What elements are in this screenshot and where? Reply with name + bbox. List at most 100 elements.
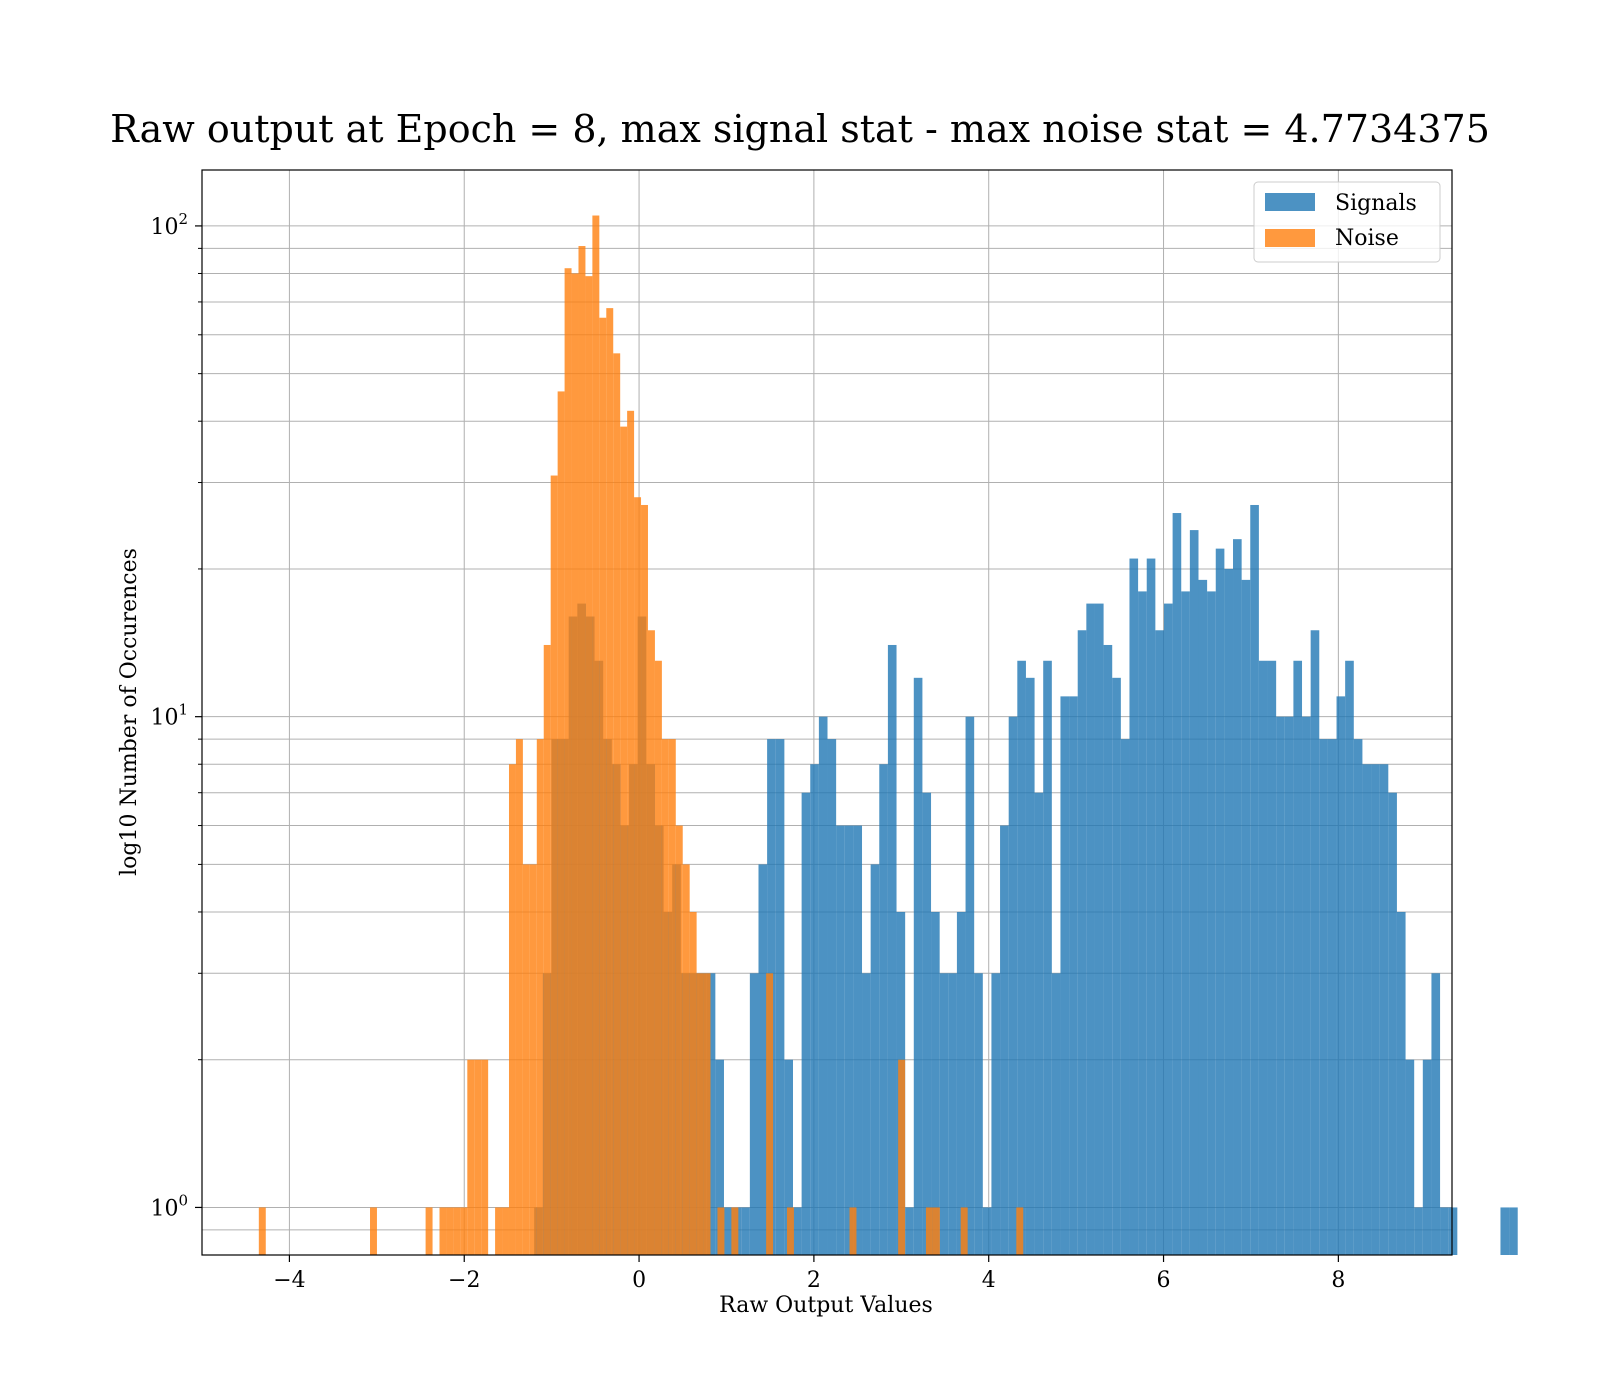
signals-bar: [905, 1207, 914, 1255]
signals-bar: [862, 973, 871, 1255]
signals-bar: [922, 792, 932, 1255]
noise-bar: [467, 1059, 475, 1255]
noise-bar: [585, 276, 593, 1255]
chart-title: Raw output at Epoch = 8, max signal stat…: [110, 107, 1490, 151]
x-tick-label: −4: [273, 1268, 305, 1293]
y-tick-label: 102: [150, 210, 188, 240]
x-tick-label: 0: [632, 1268, 646, 1293]
signals-bar: [1353, 739, 1363, 1255]
noise-bar: [682, 864, 690, 1255]
noise-bar: [557, 391, 565, 1255]
noise-bar: [550, 475, 558, 1255]
signals-bar: [1284, 716, 1294, 1255]
x-tick-label: 6: [1157, 1268, 1171, 1293]
signals-bar: [887, 644, 897, 1255]
noise-bar: [592, 215, 600, 1255]
signals-bar: [1293, 660, 1303, 1255]
signals-bar: [1345, 660, 1354, 1255]
signals-bar: [1138, 591, 1147, 1255]
signals-bar: [1448, 1207, 1458, 1255]
noise-bar: [508, 764, 516, 1255]
noise-bar: [474, 1059, 482, 1255]
signals-bar: [793, 1207, 802, 1255]
signals-bar: [844, 825, 854, 1255]
signals-bar: [1500, 1207, 1510, 1255]
signals-bar: [1034, 792, 1044, 1255]
signals-bar: [956, 911, 966, 1255]
signals-bar: [1207, 591, 1216, 1255]
legend-swatch-signals: [1265, 193, 1315, 211]
signals-bar: [1069, 696, 1078, 1255]
bars: [258, 215, 1518, 1256]
x-tick-label: 4: [982, 1268, 996, 1293]
noise-bar: [654, 660, 662, 1255]
signals-bar: [1310, 630, 1320, 1255]
signals-bar: [1112, 677, 1121, 1255]
noise-bar: [1016, 1207, 1024, 1255]
signals-bar: [879, 764, 888, 1255]
signals-bar: [1250, 504, 1259, 1256]
noise-bar: [515, 739, 523, 1255]
noise-bar: [717, 1207, 725, 1255]
signals-bar: [741, 1207, 750, 1255]
signals-bar: [1025, 677, 1035, 1255]
legend-swatch-noise: [1265, 229, 1315, 247]
signals-bar: [1163, 603, 1173, 1255]
signals-bar: [1414, 1207, 1423, 1255]
noise-bar: [647, 630, 655, 1255]
noise-bar: [529, 864, 537, 1255]
signals-bar: [1379, 764, 1389, 1255]
noise-bar: [960, 1207, 968, 1255]
signals-bar: [1371, 764, 1380, 1255]
noise-bar: [460, 1207, 468, 1255]
noise-bar: [446, 1207, 454, 1255]
noise-bar: [495, 1207, 503, 1255]
signals-bar: [991, 973, 1001, 1255]
x-tick-label: 2: [807, 1268, 821, 1293]
signals-bar: [810, 764, 819, 1255]
y-axis-ticks: 100 101 102: [150, 210, 202, 1221]
noise-bar: [786, 1207, 794, 1255]
signals-bar: [853, 825, 863, 1255]
noise-bar: [606, 308, 614, 1255]
noise-bar: [634, 497, 642, 1256]
signals-bar: [1189, 530, 1199, 1255]
signals-bar: [939, 973, 949, 1255]
noise-bar: [613, 353, 621, 1256]
noise-bar: [502, 1207, 509, 1255]
noise-bar: [668, 739, 676, 1255]
signals-bar: [775, 739, 785, 1255]
signals-bar: [931, 911, 940, 1255]
signals-bar: [1120, 739, 1130, 1255]
noise-bar: [620, 426, 628, 1255]
legend-label-noise: Noise: [1335, 226, 1399, 251]
signals-bar: [1198, 579, 1208, 1255]
signals-bar: [1146, 558, 1156, 1255]
signals-bar: [974, 973, 983, 1255]
legend: Signals Noise: [1253, 181, 1441, 263]
signals-bar: [965, 716, 975, 1255]
signals-bar: [1241, 579, 1251, 1255]
noise-bar: [481, 1059, 489, 1255]
noise-bar: [522, 864, 530, 1255]
signals-bar: [758, 864, 768, 1255]
signals-bar: [784, 1059, 793, 1255]
signals-bar: [1043, 660, 1052, 1255]
signals-bar: [1431, 973, 1441, 1255]
noise-bar: [641, 504, 648, 1256]
x-axis-label: Raw Output Values: [719, 1293, 933, 1318]
noise-bar: [425, 1207, 433, 1255]
noise-bar: [932, 1207, 940, 1255]
signals-bar: [948, 973, 957, 1255]
y-tick-label: 100: [150, 1191, 188, 1221]
plot-frame: [201, 169, 1453, 1256]
noise-bar: [703, 973, 711, 1255]
signals-bar: [1086, 603, 1095, 1255]
noise-bar: [439, 1207, 447, 1255]
noise-bar: [766, 973, 774, 1255]
signals-bar: [870, 864, 880, 1255]
signals-bar: [913, 677, 923, 1255]
signals-bar: [1405, 1059, 1415, 1255]
x-axis-ticks: −4 −2 0 2 4 6 8: [273, 1255, 1345, 1293]
noise-bar: [898, 1059, 906, 1255]
